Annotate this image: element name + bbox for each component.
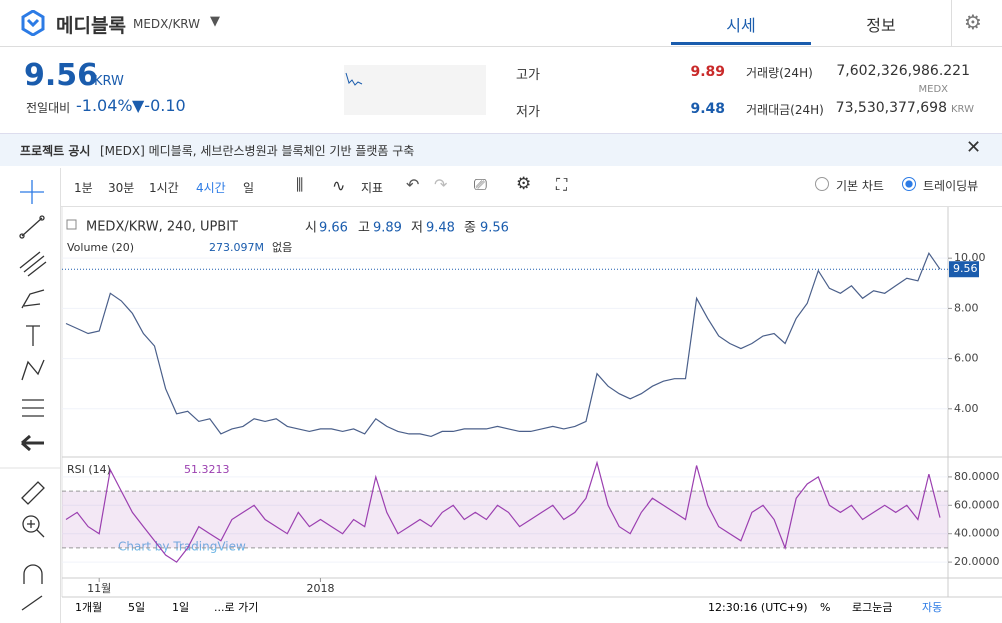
settings-icon[interactable]: ⚙ [964, 10, 982, 34]
logo [21, 10, 45, 36]
legend-label: 시 [305, 221, 317, 236]
radio[interactable] [815, 177, 829, 191]
low-label: 저가 [516, 105, 540, 120]
y-tick-label: 8.00 [954, 301, 979, 314]
rsi-value: 51.3213 [184, 463, 230, 476]
interval[interactable]: 30분 [108, 181, 135, 195]
interval[interactable]: 일 [243, 181, 255, 195]
sparkline-box [344, 65, 486, 115]
range: 1일 [172, 600, 189, 614]
percent: % [820, 601, 830, 614]
mode[interactable]: 기본 차트 [836, 179, 884, 193]
range: 1개월 [75, 601, 102, 614]
change-label: 전일대비 [26, 101, 71, 115]
goto: ...로 가기 [214, 601, 258, 614]
price: 9.56 [24, 58, 99, 93]
y-tick-label: 60.0000 [954, 498, 1000, 511]
volume-value: 273.097M [209, 241, 264, 254]
legend-value: 9.89 [373, 221, 402, 236]
rsi-band [62, 491, 948, 548]
rsi-name: RSI (14) [67, 463, 111, 476]
dropdown[interactable]: ▼ [210, 14, 220, 29]
series-line [65, 460, 941, 563]
notice-bar[interactable] [0, 133, 1002, 166]
divider [951, 0, 952, 46]
indicator-icon[interactable]: ∿ [332, 176, 346, 195]
mode[interactable]: 트레이딩뷰 [923, 179, 979, 193]
title: 메디블록 [56, 15, 126, 37]
y-tick-label: 6.00 [954, 352, 979, 365]
left-toolbar [0, 168, 61, 623]
time: 12:30:16 (UTC+9) [708, 601, 808, 614]
amount: 73,530,377,698 [835, 100, 947, 116]
undo[interactable]: ↶ [406, 175, 420, 194]
volume-label: 거래량(24H) [746, 66, 813, 80]
y-tick-label: 40.0000 [954, 527, 1000, 540]
tab-underline [671, 42, 811, 45]
legend-value: 9.56 [480, 221, 509, 236]
legend-value: 9.48 [426, 221, 455, 236]
last-price-box [949, 261, 979, 278]
volume-extra: 없음 [272, 241, 292, 254]
legend-symbol: MEDX/KRW, 240, UPBIT [86, 220, 238, 235]
y-tick-label: 10.00 [954, 251, 986, 264]
auto: 자동 [922, 601, 942, 614]
series-line [65, 251, 941, 438]
pair: MEDX/KRW [133, 17, 201, 31]
radio-selected[interactable] [902, 177, 916, 191]
high-label: 고가 [516, 68, 540, 83]
change-pct: -1.04% [76, 96, 133, 115]
legend-label: 고 [358, 221, 370, 236]
low: 9.48 [690, 101, 725, 117]
last-price-label: 9.56 [953, 262, 978, 275]
x-tick-label: 2018 [306, 582, 334, 595]
interval[interactable]: 1분 [74, 181, 93, 195]
legend-value: 9.66 [319, 221, 348, 236]
x-tick-label: 11월 [87, 582, 111, 595]
tool-icons [0, 180, 60, 611]
y-tick-label: 80.0000 [954, 470, 1000, 483]
close-icon[interactable]: ✕ [966, 137, 982, 158]
volume-unit: MEDX [918, 84, 949, 95]
log: 로그눈금 [852, 601, 892, 614]
chart-settings[interactable]: ⚙ [516, 174, 532, 194]
volume-name: Volume (20) [67, 241, 134, 254]
range: 5일 [128, 600, 145, 614]
candle-icon[interactable]: ⫼ [296, 175, 304, 194]
currency: KRW [94, 74, 124, 89]
tab[interactable]: 시세 [726, 16, 756, 35]
amount-unit: KRW [951, 104, 974, 115]
fullscreen[interactable]: ⛶ [556, 175, 568, 194]
redo[interactable]: ↷ [434, 175, 448, 194]
high: 9.89 [690, 64, 725, 80]
watermark: Chart by TradingView [118, 540, 246, 554]
y-tick-label: 20.0000 [954, 555, 1000, 568]
tab[interactable]: 정보 [866, 16, 896, 35]
interval[interactable]: 1시간 [149, 181, 179, 195]
camera[interactable]: ⎚ [474, 175, 487, 194]
change-abs: ▼-0.10 [132, 96, 186, 115]
notice-tag: 프로젝트 공시 [20, 144, 91, 158]
volume: 7,602,326,986.221 [836, 63, 970, 79]
amount-label: 거래대금(24H) [746, 103, 824, 117]
toolbar [0, 168, 1002, 207]
indicator[interactable]: 지표 [361, 181, 384, 195]
legend-label: 저 [411, 221, 423, 236]
y-tick-label: 4.00 [954, 402, 979, 415]
interval[interactable]: 4시간 [196, 181, 226, 195]
notice-text[interactable]: [MEDX] 메디블록, 세브란스병원과 블록체인 기반 플랫폼 구축 [100, 144, 415, 158]
legend-label: 종 [464, 221, 476, 236]
header [0, 0, 1002, 47]
